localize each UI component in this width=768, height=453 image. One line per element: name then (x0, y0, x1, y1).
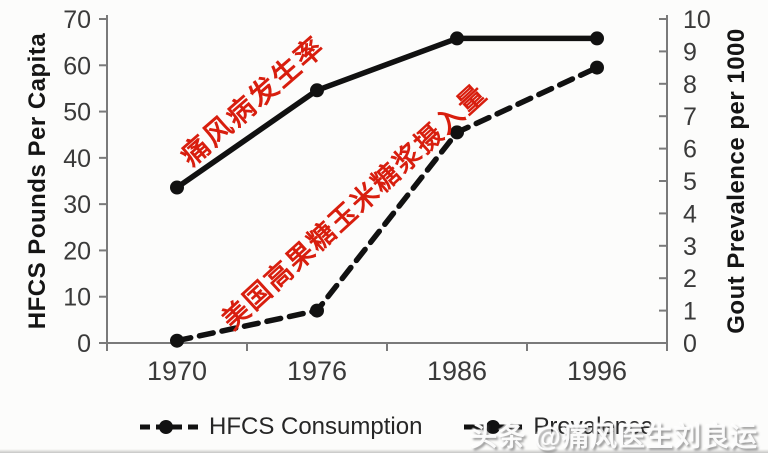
data-point-marker (450, 125, 464, 140)
x-tick-label: 1976 (287, 356, 347, 386)
data-point-marker (170, 333, 184, 348)
solid-line-marker-icon (464, 420, 523, 434)
dashed-line-marker-icon (140, 420, 198, 434)
legend-label-hfcs: HFCS Consumption (209, 413, 423, 440)
data-point-marker (310, 303, 324, 318)
right-tick-label: 7 (683, 103, 697, 131)
data-point-marker (450, 31, 464, 46)
left-tick-label: 50 (63, 99, 91, 127)
left-tick-label: 0 (77, 330, 91, 358)
right-axis-title: Gout Prevalence per 1000 (723, 28, 750, 334)
legend-label-prevalence: Prevalence (533, 413, 654, 440)
left-tick-label: 20 (63, 237, 91, 265)
left-tick-label: 70 (63, 6, 91, 34)
right-tick-label: 2 (683, 265, 697, 293)
watermark-toutiao: 头条 @痛风医生刘良运 (470, 422, 758, 452)
x-tick-label: 1970 (147, 356, 207, 386)
bottom-edge-shadow (0, 449, 768, 453)
left-tick-label: 10 (63, 284, 91, 312)
x-tick-label: 1986 (427, 356, 487, 386)
left-tick-label: 30 (63, 191, 91, 219)
right-tick-label: 0 (683, 330, 697, 358)
right-tick-label: 5 (683, 168, 697, 196)
left-tick-label: 60 (63, 52, 91, 80)
left-axis-title: HFCS Pounds Per Capita (24, 32, 51, 330)
right-tick-label: 9 (683, 38, 697, 66)
data-point-marker (590, 31, 604, 46)
series-line-dashed (174, 64, 600, 344)
right-tick-label: 3 (683, 233, 697, 261)
data-point-marker (170, 180, 184, 195)
legend-item-hfcs: HFCS Consumption (138, 413, 422, 441)
right-tick-label: 10 (683, 6, 711, 34)
data-point-marker (310, 83, 324, 98)
right-tick-label: 8 (683, 71, 697, 99)
right-tick-label: 6 (683, 136, 697, 164)
x-tick-label: 1996 (567, 356, 627, 386)
right-tick-label: 4 (683, 200, 697, 228)
series-line-solid (174, 35, 600, 191)
data-point-marker (590, 60, 604, 75)
left-tick-label: 40 (63, 145, 91, 173)
right-tick-label: 1 (683, 298, 697, 326)
legend-item-prevalence: Prevalence (462, 413, 654, 441)
legend: HFCS Consumption Prevalence (138, 413, 654, 441)
